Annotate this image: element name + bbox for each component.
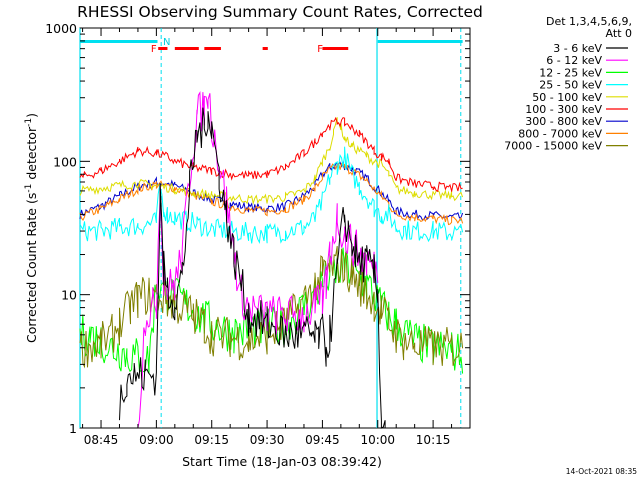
status-bars	[80, 40, 463, 50]
x-tick-label-6: 10:15	[416, 433, 451, 447]
y-label-tail: detector	[24, 126, 39, 184]
series-line-3	[79, 146, 464, 244]
legend-label-4: 50 - 100 keV	[532, 91, 602, 104]
cyan-bar-0	[80, 40, 158, 43]
legend-label-7: 800 - 7000 keV	[518, 127, 602, 140]
y-label-close: )	[24, 113, 39, 118]
legend-label-2: 12 - 25 keV	[539, 66, 602, 79]
plot-area: 08:45 09:00 09:15 09:30 09:45 10:00 10:15 1 10 10…	[45, 21, 471, 447]
x-tick-label-0: 08:45	[84, 433, 119, 447]
y-label-main: Corrected Count Rate (s	[24, 193, 39, 343]
y-tick-label-2: 100	[53, 154, 77, 169]
red-bar-2	[204, 47, 221, 50]
legend-label-0: 3 - 6 keV	[553, 42, 602, 55]
legend-label-5: 100 - 300 keV	[525, 103, 602, 116]
x-tick-label-2: 09:15	[194, 433, 229, 447]
series-layer	[79, 91, 464, 429]
series-line-8	[79, 246, 464, 369]
y-tick-label-3: 1000	[45, 21, 77, 36]
legend-label-1: 6 - 12 keV	[546, 54, 602, 67]
legend-label-8: 7000 - 15000 keV	[504, 140, 602, 153]
x-axis-label: Start Time (18-Jan-03 08:39:42)	[182, 454, 382, 469]
x-tick-label-5: 10:00	[360, 433, 395, 447]
series-line-1	[137, 91, 379, 429]
red-bar-1	[174, 47, 199, 50]
legend-detectors-line2: Att 0	[606, 27, 632, 40]
y-label-sup2: -1	[24, 118, 34, 127]
legend-detectors-line1: Det 1,3,4,5,6,9,	[546, 15, 632, 28]
red-bar-0	[158, 47, 168, 50]
y-tick-label-1: 10	[61, 288, 77, 303]
series-line-4	[79, 117, 464, 206]
date-stamp: 14-Oct-2021 08:35	[566, 467, 637, 476]
x-tick-label-3: 09:30	[250, 433, 285, 447]
chart-title: RHESSI Observing Summary Count Rates, Co…	[77, 3, 483, 21]
annotation-n: N	[163, 37, 170, 48]
series-line-5	[79, 116, 463, 193]
y-tick-label-0: 1	[69, 421, 77, 436]
y-axis-label: Corrected Count Rate (s-1 detector-1)	[24, 113, 39, 343]
y-label-sup1: -1	[24, 184, 34, 193]
axes: 08:45 09:00 09:15 09:30 09:45 10:00 10:15 1 10 10…	[45, 21, 471, 447]
red-bar-3	[262, 47, 268, 50]
x-tick-label-1: 09:00	[139, 433, 174, 447]
annotation-flare-2: F	[317, 44, 323, 55]
cyan-bar-1	[377, 40, 463, 43]
series-line-7	[79, 162, 464, 226]
red-bar-4	[322, 47, 349, 50]
legend-label-3: 25 - 50 keV	[539, 79, 602, 92]
series-line-0	[119, 107, 389, 429]
x-tick-label-4: 09:45	[305, 433, 340, 447]
annotation-flare-1: F	[151, 44, 157, 55]
legend-label-6: 300 - 800 keV	[525, 115, 602, 128]
